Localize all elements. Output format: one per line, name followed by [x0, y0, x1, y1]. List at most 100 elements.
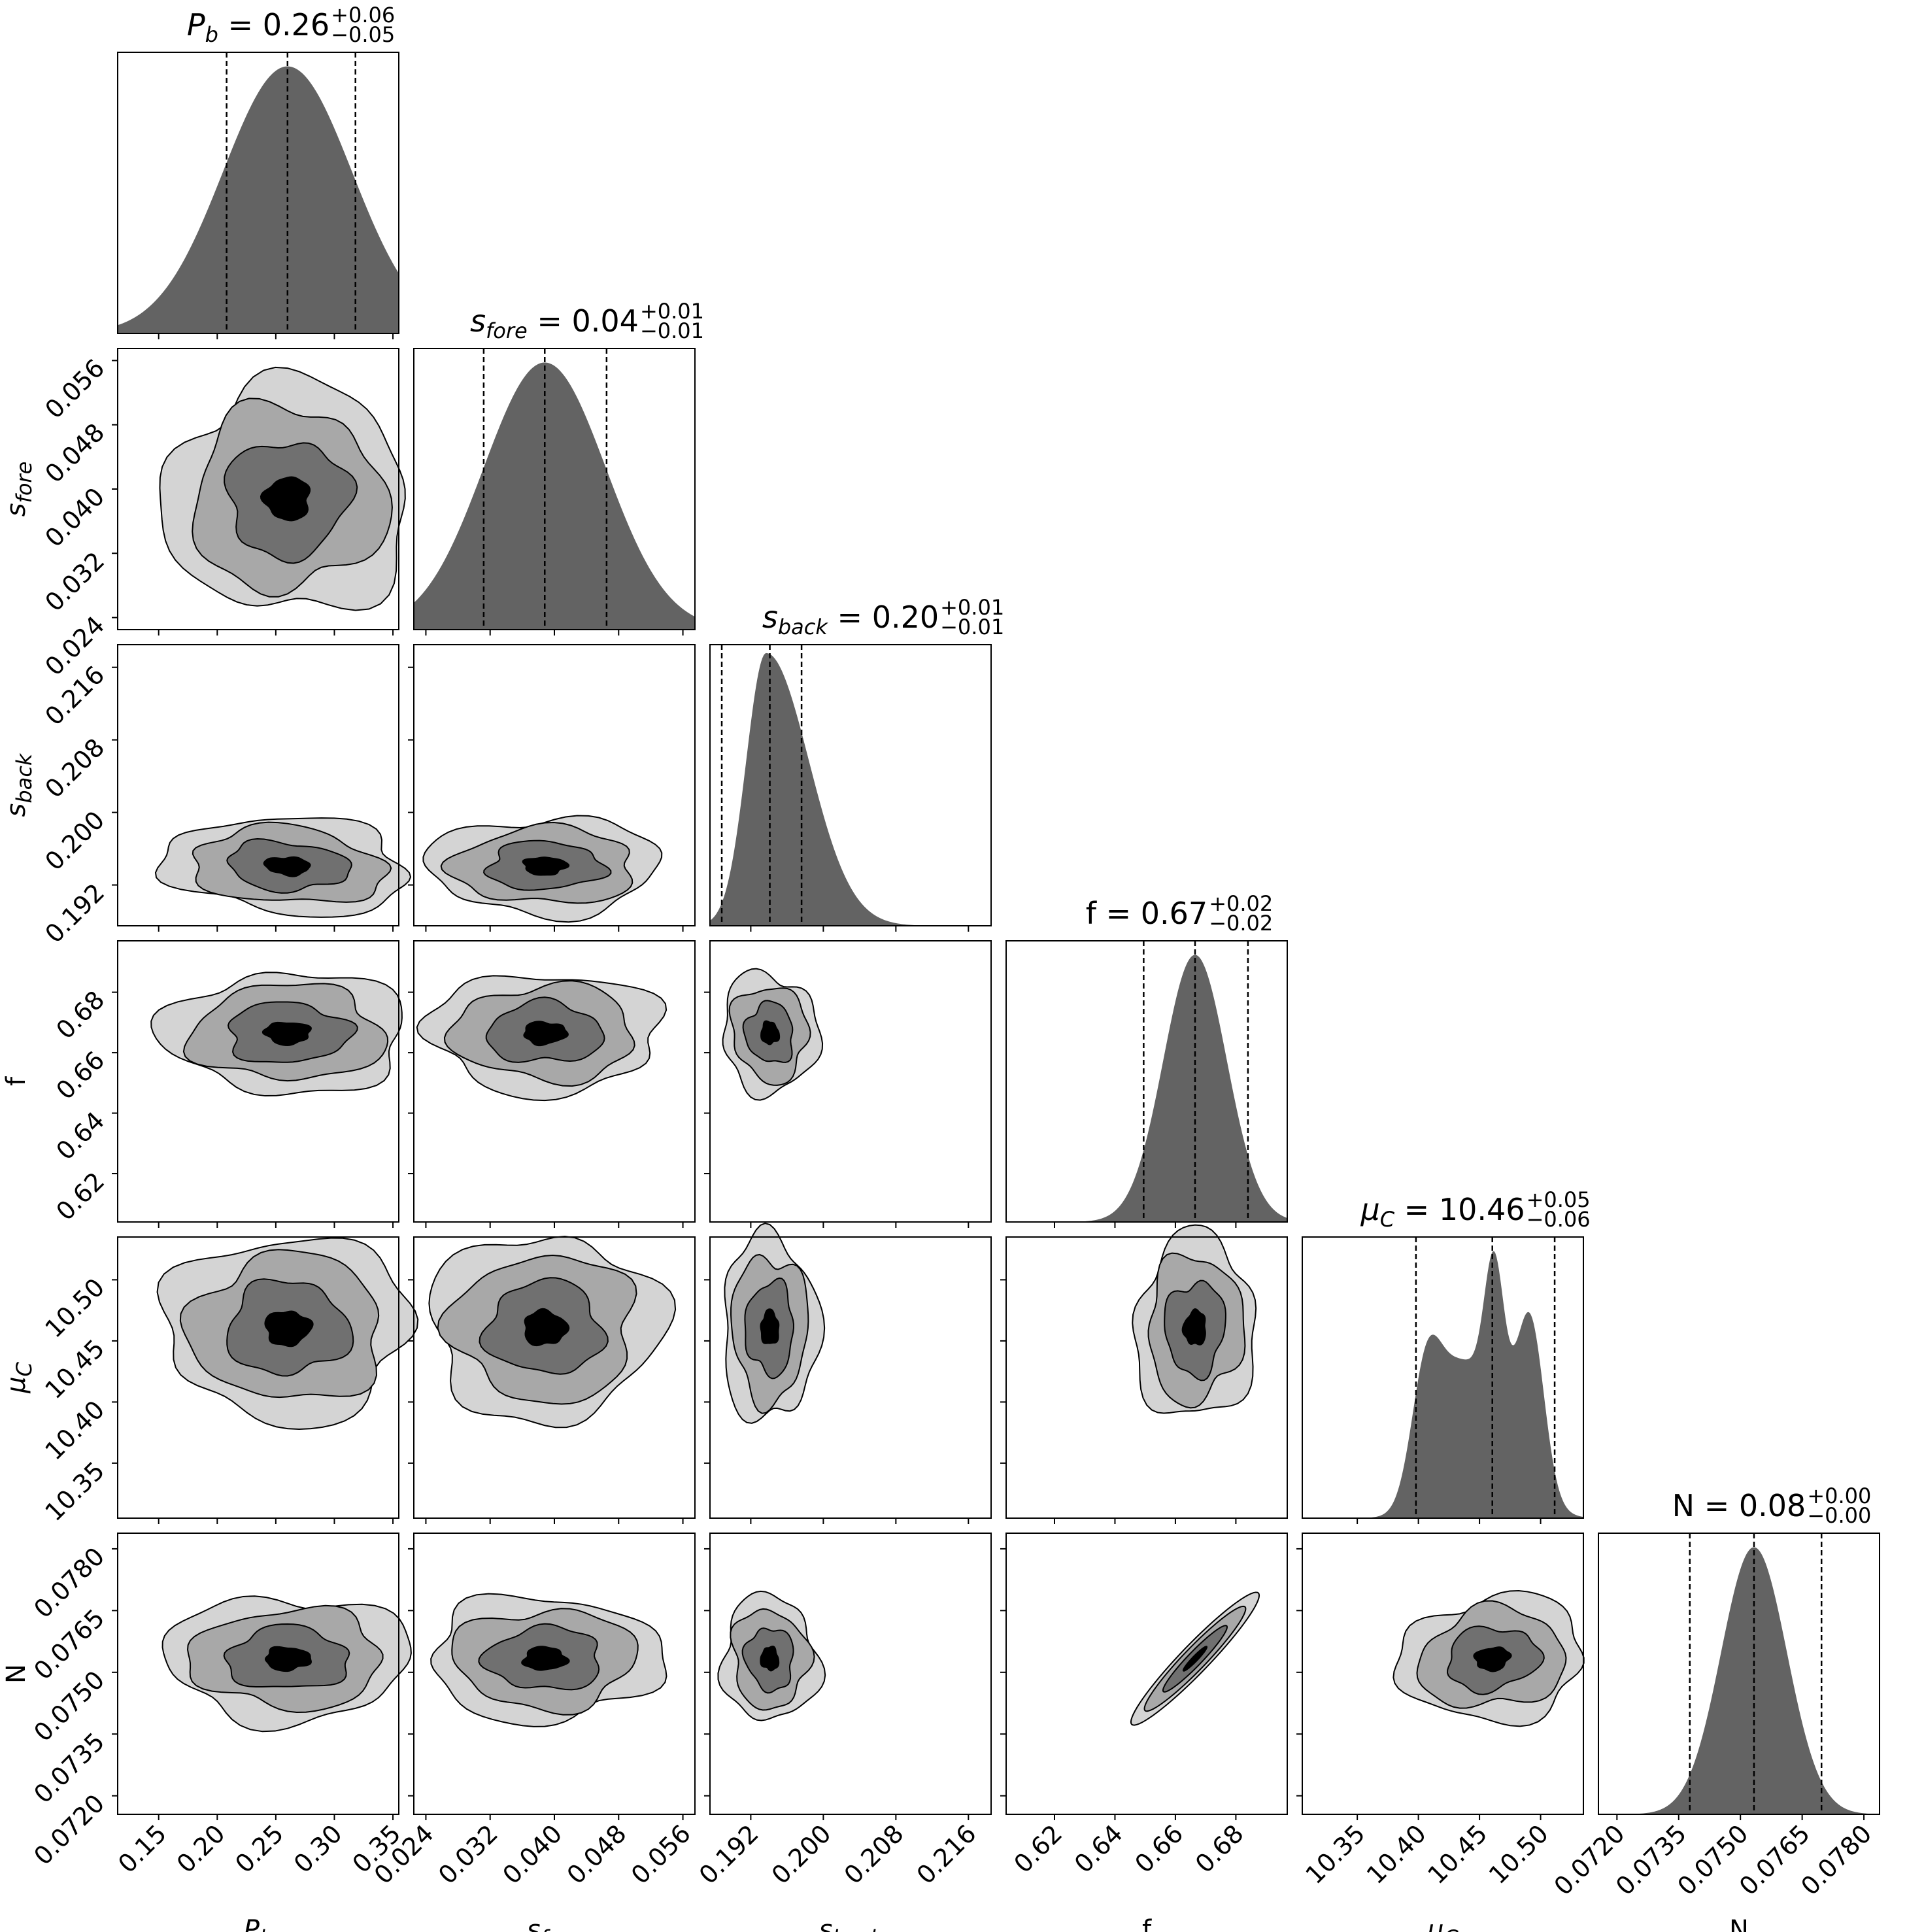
title-symbol: P: [187, 7, 205, 42]
panel-mu_C-hist: [1302, 1236, 1584, 1524]
panel-Pb-vs-f: [112, 940, 403, 1228]
histogram-f: [1006, 955, 1287, 1222]
axis-symbol: s: [819, 1915, 833, 1932]
axes-frame: [117, 1533, 399, 1815]
contour-core-Pb-mu_C: [264, 1310, 314, 1347]
y-tick-label-mu_C: 10.50: [39, 1273, 110, 1344]
panel-f-vs-N: [1000, 1533, 1288, 1820]
title-value: 0.67: [1141, 896, 1207, 931]
panel-s_fore-vs-f: [408, 940, 696, 1228]
axis-symbol: s: [1, 503, 31, 517]
x-tick-label-N: 0.0780: [1795, 1819, 1877, 1901]
axes-frame: [117, 644, 399, 926]
x-axis-label-f: f: [1142, 1915, 1152, 1932]
title-upper-error: +0.02: [1209, 891, 1273, 916]
axes-frame: [1005, 940, 1288, 1223]
histogram-s_back: [710, 652, 991, 926]
panel-f-hist: [1005, 940, 1288, 1228]
y-axis-label-s_back: sback: [1, 753, 37, 817]
histogram-s_fore: [414, 362, 695, 630]
x-tick-label-s_fore: 0.040: [497, 1819, 567, 1890]
x-tick-label-f: 0.68: [1190, 1819, 1249, 1878]
title-value: 0.08: [1739, 1488, 1806, 1523]
histogram-Pb: [118, 66, 399, 333]
axes-frame: [1005, 1236, 1288, 1519]
y-tick-label-f: 0.62: [50, 1166, 110, 1226]
title-upper-error: +0.06: [331, 3, 395, 27]
x-axis-label-mu_C: μC: [1426, 1915, 1459, 1932]
title-equals: =: [1695, 1488, 1739, 1523]
y-axis-label-N: N: [1, 1664, 31, 1684]
title-equals: =: [528, 303, 572, 339]
title-s_back: sback = 0.20: [762, 600, 939, 639]
histogram-N: [1598, 1547, 1880, 1814]
axes-frame: [1302, 1236, 1584, 1519]
x-tick-label-s_back: 0.208: [839, 1819, 909, 1890]
title-f: f = 0.67: [1086, 896, 1207, 931]
y-tick-label-s_fore: 0.048: [39, 418, 110, 488]
x-tick-label-mu_C: 10.45: [1422, 1819, 1493, 1890]
panel-Pb-vs-s_fore: [112, 348, 406, 636]
axes-frame: [709, 1533, 992, 1815]
x-tick-label-s_fore: 0.032: [433, 1819, 503, 1890]
title-symbol: N: [1672, 1488, 1695, 1523]
x-tick-label-s_back: 0.192: [694, 1819, 764, 1890]
axis-symbol: f: [1142, 1915, 1152, 1932]
axis-symbol: μ: [1426, 1915, 1443, 1932]
axis-subscript: b: [260, 1925, 273, 1932]
y-tick-label-mu_C: 10.35: [39, 1456, 110, 1527]
contour-core-s_back-N: [760, 1645, 780, 1672]
axis-symbol: s: [1, 804, 31, 817]
title-subscript: back: [778, 615, 829, 639]
title-subscript: fore: [486, 318, 528, 343]
contour-core-Pb-s_back: [263, 856, 311, 877]
x-tick-label-s_back: 0.216: [911, 1819, 982, 1890]
x-tick-label-s_fore: 0.048: [562, 1819, 632, 1890]
panel-s_fore-vs-mu_C: [408, 1236, 696, 1524]
x-axis-label-s_back: sback: [819, 1915, 883, 1932]
title-lower-error: −0.01: [640, 318, 704, 343]
y-tick-label-mu_C: 10.45: [39, 1334, 110, 1404]
y-tick-label-f: 0.68: [50, 985, 110, 1045]
y-axis-label-s_fore: sfore: [1, 462, 37, 517]
contour-core-f-N: [1182, 1646, 1208, 1672]
contour-core-s_fore-mu_C: [524, 1308, 570, 1347]
contour-core-s_fore-s_back: [522, 856, 570, 876]
x-tick-label-Pb: 0.20: [171, 1819, 231, 1878]
axes-frame: [117, 52, 399, 334]
panel-s_back-vs-f: [704, 940, 992, 1228]
panel-Pb-vs-s_back: [112, 644, 412, 932]
title-lower-error: −0.00: [1807, 1503, 1871, 1528]
title-symbol: f: [1086, 896, 1098, 931]
panel-f-vs-mu_C: [1000, 1224, 1288, 1524]
axis-symbol: s: [527, 1915, 541, 1932]
x-axis-label-s_fore: sfore: [527, 1915, 582, 1932]
title-equals: =: [1096, 896, 1141, 931]
histogram-mu_C: [1302, 1251, 1583, 1518]
title-upper-error: +0.00: [1807, 1483, 1871, 1508]
contour-core-s_fore-f: [523, 1021, 569, 1047]
axes-frame: [709, 644, 992, 926]
title-equals: =: [1394, 1192, 1439, 1227]
panel-Pb-vs-mu_C: [112, 1236, 419, 1524]
panel-s_fore-vs-s_back: [408, 644, 696, 932]
title-value: 0.26: [263, 7, 329, 42]
axes-frame: [117, 940, 399, 1223]
title-subscript: C: [1380, 1207, 1395, 1232]
x-tick-label-mu_C: 10.40: [1361, 1819, 1432, 1890]
contour-core-Pb-s_fore: [260, 476, 311, 522]
title-equals: =: [218, 7, 263, 42]
x-tick-label-Pb: 0.30: [288, 1819, 348, 1878]
contour-core-s_fore-N: [521, 1646, 570, 1671]
x-tick-label-f: 0.62: [1008, 1819, 1068, 1878]
y-axis-label-mu_C: μC: [1, 1361, 37, 1393]
title-lower-error: −0.06: [1527, 1207, 1591, 1232]
contour-core-Pb-N: [264, 1646, 312, 1672]
panel-Pb-hist: [117, 52, 399, 339]
y-axis-label-f: f: [1, 1076, 31, 1086]
title-subscript: b: [205, 22, 218, 47]
panel-s_fore-hist: [413, 348, 696, 636]
title-upper-error: +0.01: [640, 299, 704, 324]
y-tick-label-s_back: 0.208: [39, 733, 110, 804]
